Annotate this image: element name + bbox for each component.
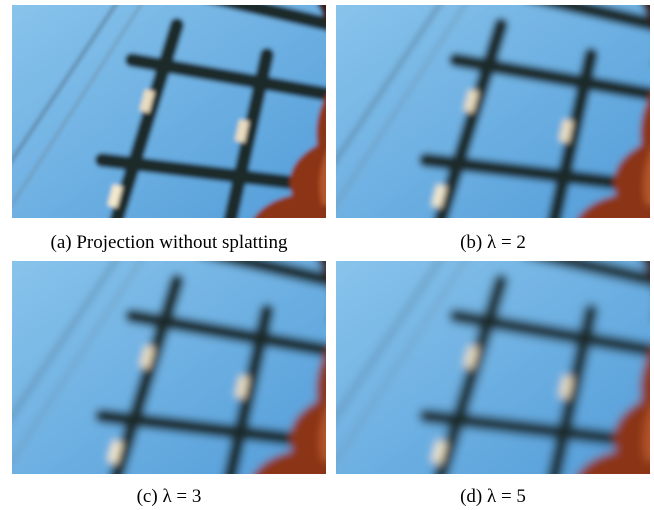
caption: (c) λ = 3: [4, 486, 334, 508]
figure: (a) Projection without splatting (b) λ =…: [0, 0, 654, 510]
image-panel: [336, 5, 650, 218]
caption: (b) λ = 2: [328, 232, 654, 254]
image-panel: [12, 5, 326, 218]
caption: (a) Projection without splatting: [4, 232, 334, 254]
image-panel: [12, 261, 326, 474]
image-panel: [336, 261, 650, 474]
caption: (d) λ = 5: [328, 486, 654, 508]
